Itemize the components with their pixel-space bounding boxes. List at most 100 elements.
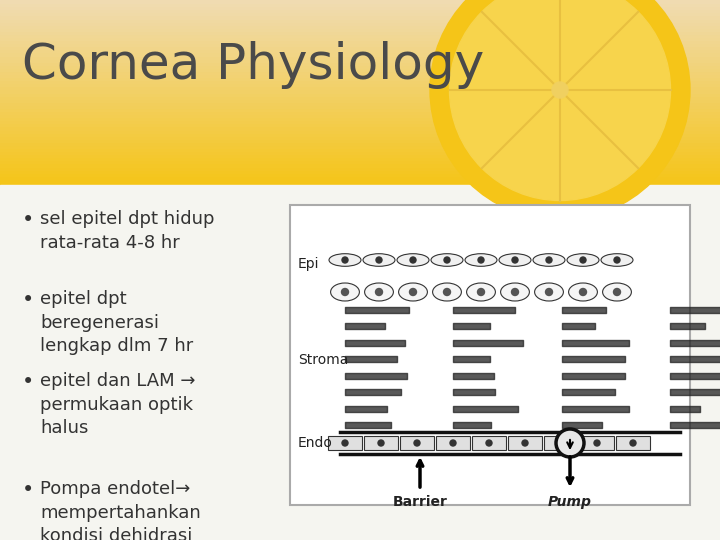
Bar (0, 28, 720, 31)
Text: •: • (22, 372, 35, 392)
Bar (0, 182, 720, 185)
Bar (0, 34, 720, 37)
Bar (0, 120, 720, 123)
Circle shape (558, 440, 564, 446)
Bar (0, 142, 720, 145)
Circle shape (376, 257, 382, 263)
Bar (0, 37, 720, 40)
Bar (0, 185, 720, 540)
Circle shape (376, 288, 382, 295)
Bar (0, 114, 720, 117)
Bar (0, 173, 720, 176)
Bar (0, 62, 720, 65)
Bar (0, 68, 720, 71)
Bar (0, 58, 720, 62)
Ellipse shape (567, 254, 599, 266)
Ellipse shape (329, 254, 361, 266)
Bar (0, 3, 720, 6)
Bar (0, 22, 720, 25)
Bar (544, 436, 578, 450)
Circle shape (546, 257, 552, 263)
Bar (0, 117, 720, 120)
Circle shape (430, 0, 690, 220)
Text: Barrier: Barrier (392, 495, 447, 509)
Text: Epi: Epi (298, 257, 320, 271)
Text: Cornea Physiology: Cornea Physiology (22, 41, 485, 89)
Bar (0, 105, 720, 108)
Bar (0, 111, 720, 114)
Circle shape (580, 257, 586, 263)
Bar (0, 92, 720, 96)
Bar (0, 6, 720, 9)
Bar (0, 43, 720, 46)
Bar (0, 80, 720, 83)
Circle shape (341, 288, 348, 295)
Circle shape (410, 257, 416, 263)
Text: Pump: Pump (548, 495, 592, 509)
Ellipse shape (533, 254, 565, 266)
Circle shape (444, 288, 451, 295)
Text: Stroma: Stroma (298, 353, 348, 367)
Bar (0, 83, 720, 86)
Bar (0, 25, 720, 28)
Bar (0, 49, 720, 52)
Bar (0, 148, 720, 151)
Bar (0, 96, 720, 99)
Bar (364, 436, 398, 450)
Bar (328, 436, 362, 450)
Bar (0, 71, 720, 74)
Text: •: • (22, 210, 35, 230)
Circle shape (556, 429, 584, 457)
Ellipse shape (601, 254, 633, 266)
Bar (0, 160, 720, 164)
Text: •: • (22, 480, 35, 500)
Ellipse shape (330, 283, 359, 301)
Circle shape (512, 257, 518, 263)
Bar (0, 86, 720, 90)
Bar (0, 133, 720, 136)
Circle shape (342, 440, 348, 446)
Bar (0, 157, 720, 160)
Bar (0, 136, 720, 139)
Bar (0, 9, 720, 12)
FancyBboxPatch shape (290, 205, 690, 505)
Ellipse shape (399, 283, 428, 301)
Circle shape (450, 440, 456, 446)
Ellipse shape (364, 283, 393, 301)
Bar (0, 151, 720, 154)
Circle shape (444, 257, 450, 263)
Circle shape (486, 440, 492, 446)
Bar (0, 90, 720, 92)
Bar (616, 436, 650, 450)
Bar (0, 130, 720, 133)
Bar (0, 16, 720, 18)
Bar (0, 164, 720, 166)
Circle shape (410, 288, 416, 295)
Bar (0, 154, 720, 157)
Bar (0, 52, 720, 56)
Bar (0, 77, 720, 80)
Ellipse shape (603, 283, 631, 301)
Circle shape (342, 257, 348, 263)
Bar (0, 65, 720, 68)
Circle shape (580, 288, 587, 295)
Circle shape (613, 288, 621, 295)
Bar (400, 436, 434, 450)
Bar (508, 436, 542, 450)
Bar (0, 40, 720, 43)
Circle shape (414, 440, 420, 446)
Bar (0, 145, 720, 148)
Text: sel epitel dpt hidup
rata-rata 4-8 hr: sel epitel dpt hidup rata-rata 4-8 hr (40, 210, 215, 252)
Text: Pompa endotel→
mempertahankan
kondisi dehidrasi
relatif: Pompa endotel→ mempertahankan kondisi de… (40, 480, 201, 540)
Bar (0, 31, 720, 34)
Bar (0, 56, 720, 58)
Bar (436, 436, 470, 450)
Ellipse shape (433, 283, 462, 301)
Bar (0, 179, 720, 182)
Circle shape (477, 288, 485, 295)
Bar (0, 0, 720, 3)
Text: Endo: Endo (298, 436, 333, 450)
Circle shape (522, 440, 528, 446)
Bar (0, 176, 720, 179)
Bar (0, 123, 720, 126)
